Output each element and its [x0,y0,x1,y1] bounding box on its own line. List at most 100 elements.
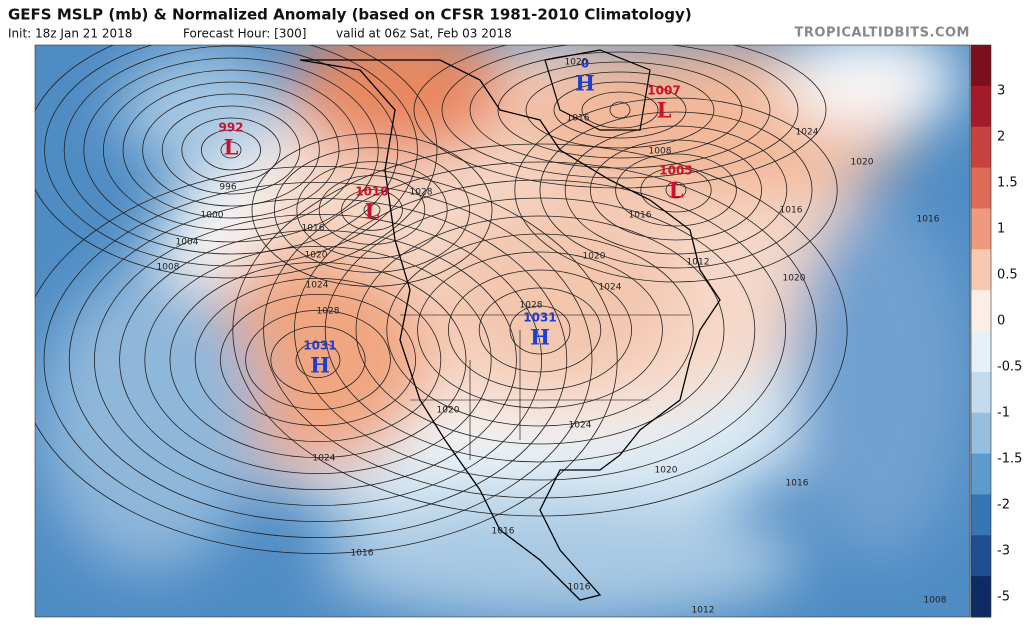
colorbar-segment [971,371,991,414]
colorbar-tick-label: 1 [997,222,1005,237]
contour-label: 1020 [437,406,460,416]
contour-label: 1016 [351,549,374,559]
center-value: 992 [218,121,243,135]
isobar [478,287,602,373]
colorbar-segment [971,167,991,209]
isobar [68,197,568,523]
isobar [413,45,827,189]
isobar [142,93,320,207]
isobar [363,203,381,217]
colorbar-segment [971,208,991,250]
isobar [43,181,593,539]
contour-label: 1016 [568,583,591,593]
contour-label: 1028 [520,301,543,311]
forecast-hour: Forecast Hour: [300] [183,27,306,41]
isobar [293,179,787,481]
contour-label: 1020 [305,251,328,261]
isobar [161,105,301,195]
colorbar-segment [971,85,991,128]
isobar [122,81,340,219]
colorbar-tick-label: -1 [997,406,1010,421]
contour-label: 1024 [796,128,819,138]
contour-label: 1020 [783,274,806,284]
colorbar-tick-label: 0 [997,314,1005,329]
contour-label: 1016 [629,211,652,221]
isobar [44,45,418,267]
center-value: 1031 [303,339,336,353]
isobar [417,251,663,409]
isobar [324,197,756,463]
isobar [564,125,788,255]
isobar [93,213,543,507]
contour-label: 1016 [917,215,940,225]
valid-time: valid at 06z Sat, Feb 03 2018 [336,27,512,41]
center-letter: L [365,199,380,224]
colorbar-segment [971,535,991,577]
center-letter: L [224,135,239,160]
center-letter: H [530,325,550,350]
isobar [469,51,771,169]
isobar [194,277,442,442]
contour-label: 1012 [687,258,710,268]
colorbar: 3 2 1.5 1 0.5 0 -0.5 -1 -1.5 -2 -3 -5 [970,44,1022,618]
contour-label: 1024 [599,283,622,293]
contour-label: 1020 [655,466,678,476]
colorbar-tick-label: -0.5 [997,360,1022,375]
colorbar-tick-label: -3 [997,544,1010,559]
isobar [83,57,379,243]
contour-label: 1016 [567,114,590,124]
contour-label: 1016 [492,527,515,537]
contour-label: 1028 [410,188,433,198]
contour-label: 1024 [306,281,329,291]
site-name: TROPICALTIDBITS.COM [795,26,970,41]
isobar [514,97,838,283]
isobar [609,101,631,119]
isobar [447,269,632,391]
contour-label: 1020 [583,252,606,262]
isobar [581,91,659,129]
title: GEFS MSLP (mb) & Normalized Anomaly (bas… [8,6,692,24]
greenland-coast [544,49,651,131]
colorbar-tick-label: -2 [997,498,1010,513]
colorbar-segment [971,290,991,332]
isobar [169,261,467,458]
center-value: 1007 [647,84,680,98]
contour-label: 1016 [780,206,803,216]
isobar [497,61,743,159]
contour-label: 1020 [565,58,588,68]
colorbar-tick-label: 1.5 [997,176,1018,191]
map-area [35,45,970,617]
contour-label: 1000 [201,211,224,221]
contour-label: 996 [219,183,236,193]
center-value: 1010 [355,185,388,199]
colorbar-tick-label: 3 [997,84,1005,99]
isobar [441,45,799,179]
colorbar-frame [970,44,992,618]
isobar [341,189,403,231]
contour-label: 1008 [924,596,947,606]
isobar [181,117,281,183]
isobar [318,175,426,245]
init-time: Init: 18z Jan 21 2018 [8,27,132,41]
isobar [553,81,687,139]
contour-label: 1024 [569,421,592,431]
contour-label: 1028 [317,307,340,317]
isobar [144,245,492,474]
isobar [35,45,438,279]
isobar [539,111,813,269]
isobar [509,305,571,355]
isobar [35,166,618,554]
isobar [200,129,261,171]
center-value: 1005 [659,164,692,178]
isobar [103,69,359,231]
contour-label: 1024 [313,454,336,464]
isobar [295,341,341,378]
isobar [525,71,715,149]
colorbar-tick-label: -5 [997,590,1010,605]
center-letter: L [657,98,672,123]
colorbar-tick-label: 2 [997,130,1005,145]
isobar [296,161,448,259]
contour-label: 1008 [157,263,180,273]
isobar [119,229,517,491]
